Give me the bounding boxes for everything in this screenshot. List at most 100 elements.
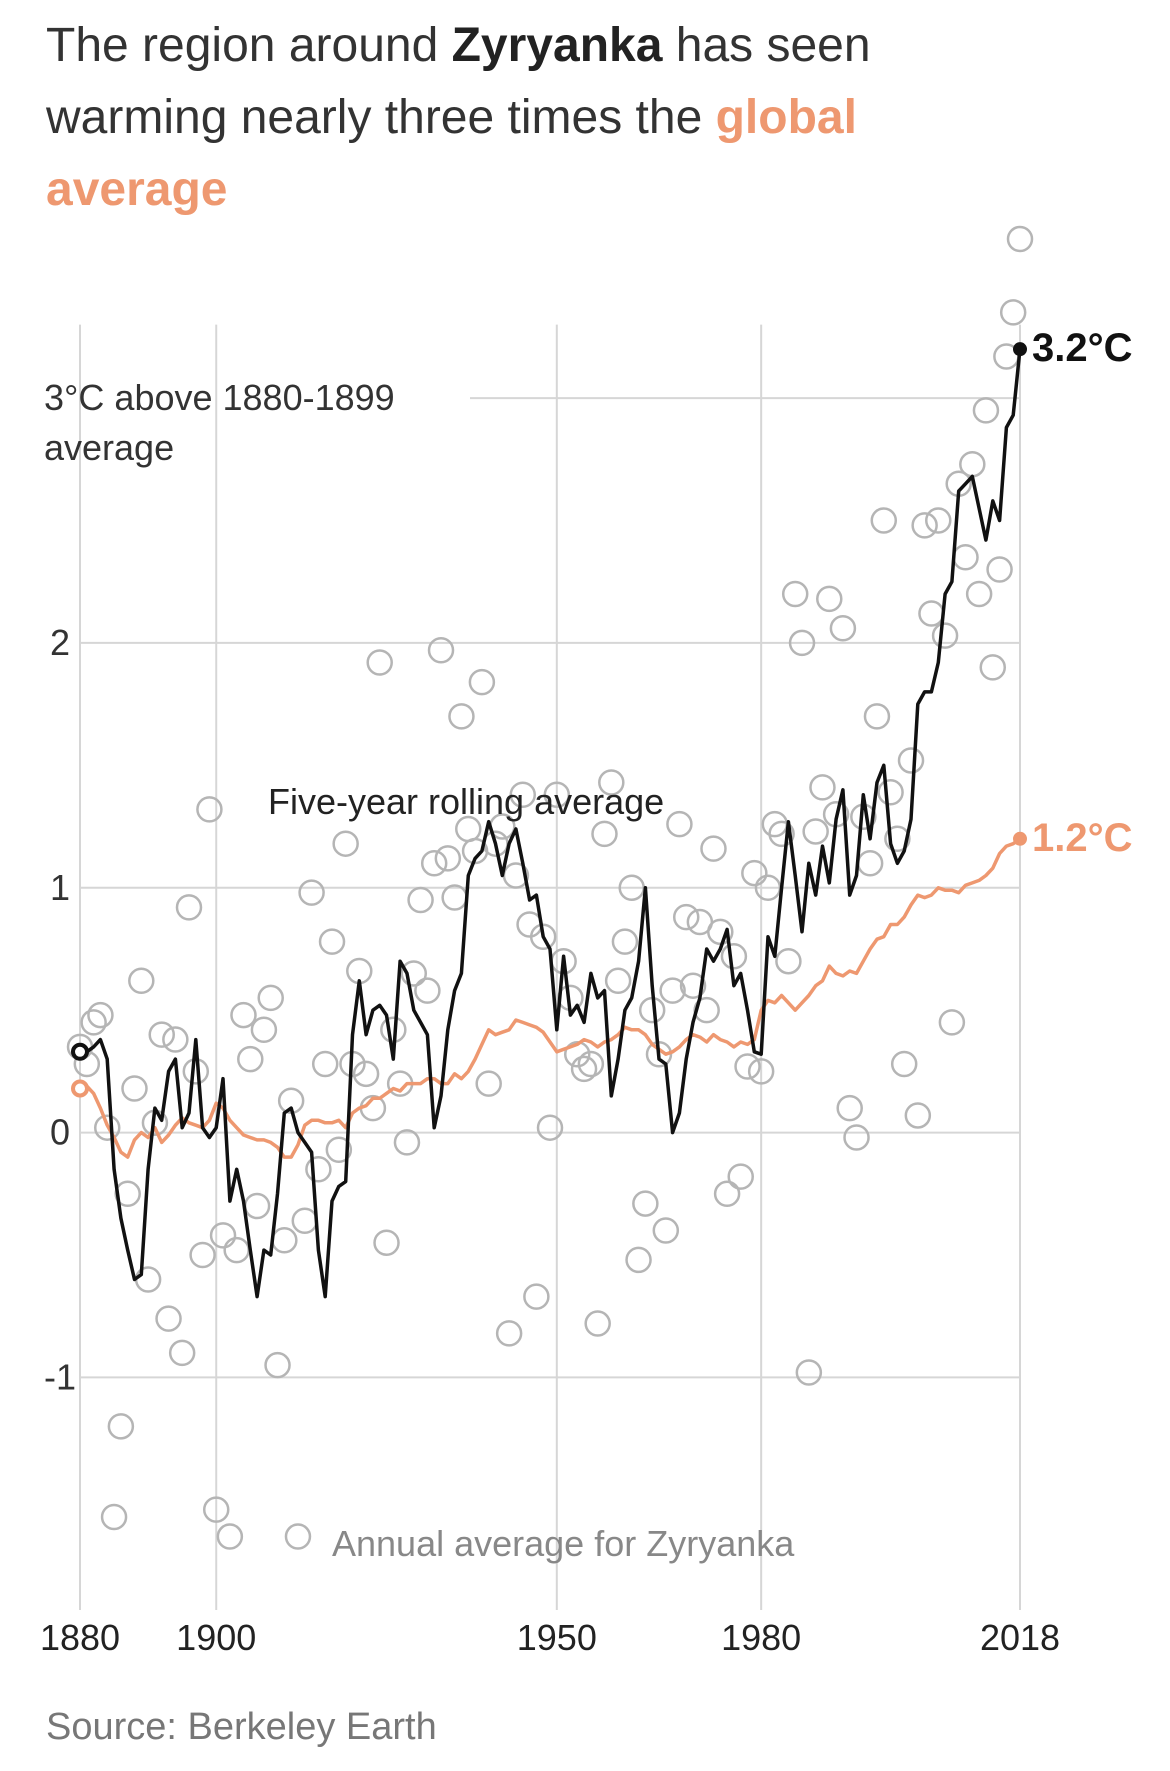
title-bold-place: Zyryanka <box>451 19 663 72</box>
rolling-average-line <box>80 348 1022 1299</box>
annual-point <box>298 879 325 906</box>
y-tick-label-line2: average <box>44 427 174 468</box>
annual-point <box>366 649 393 676</box>
annual-point <box>168 1339 196 1367</box>
annual-point <box>713 1180 741 1208</box>
annual-point <box>666 810 693 838</box>
annual-point <box>291 1207 319 1234</box>
annual-point <box>843 1124 870 1151</box>
annual-point <box>257 984 284 1012</box>
title-highlight: global average <box>46 91 857 216</box>
y-tick-label: 3°C above 1880-1899 <box>44 377 395 418</box>
annual-point <box>543 781 571 808</box>
annual-point <box>584 1310 611 1337</box>
annual-point <box>509 781 537 808</box>
annual-point <box>107 1413 135 1440</box>
annotation-annual-average: Annual average for Zyryanka <box>332 1523 795 1564</box>
annual-point <box>659 977 686 1004</box>
annual-point <box>604 967 632 995</box>
annual-point <box>570 1055 598 1083</box>
annual-point <box>979 654 1007 681</box>
annual-point <box>237 1045 264 1073</box>
annual-point <box>536 1114 564 1141</box>
annual-point <box>829 614 857 642</box>
annual-point <box>768 820 795 848</box>
annual-point <box>877 779 904 806</box>
annual-point <box>148 1021 175 1048</box>
x-tick-label: 1880 <box>40 1617 120 1658</box>
series-lines <box>71 342 1027 1299</box>
annual-point <box>863 703 891 730</box>
chart-title: The region around Zyryanka has seen warm… <box>46 10 906 226</box>
annual-point <box>856 850 884 877</box>
annual-point <box>100 1503 128 1531</box>
global-start-marker <box>71 1079 89 1098</box>
annual-point <box>121 1075 148 1102</box>
annual-point <box>427 637 455 664</box>
local-end-marker <box>1013 342 1027 357</box>
annual-point <box>175 894 203 921</box>
annual-point <box>250 1016 278 1044</box>
annual-point <box>128 967 155 995</box>
annual-point <box>475 1070 502 1097</box>
annual-point <box>434 845 462 872</box>
annual-point <box>87 1001 114 1029</box>
annual-point <box>134 1266 162 1293</box>
x-tick-label: 2018 <box>980 1617 1060 1658</box>
annual-point <box>884 825 911 853</box>
title-part2: has seen warming nearly three times the <box>46 19 871 144</box>
annual-point <box>393 1129 421 1156</box>
y-tick-label: 0 <box>50 1112 70 1153</box>
annual-point <box>332 830 359 857</box>
annual-point <box>938 1009 966 1036</box>
annual-point <box>890 1050 918 1078</box>
annual-point <box>400 960 428 987</box>
annual-point <box>727 1163 754 1190</box>
end-label-local: 3.2°C <box>1032 326 1133 370</box>
annual-point <box>931 622 959 649</box>
annual-point <box>795 1359 823 1386</box>
annual-point <box>80 1009 107 1036</box>
annual-point <box>155 1305 182 1332</box>
annual-point <box>114 1180 141 1208</box>
y-tick-label: -1 <box>44 1356 76 1397</box>
annual-point <box>448 703 475 730</box>
annual-point <box>897 747 925 774</box>
global-average-line <box>79 837 1022 1159</box>
annual-point <box>672 903 700 931</box>
annual-point <box>652 1217 680 1244</box>
annual-point <box>741 859 768 887</box>
annual-point <box>352 1060 380 1088</box>
annual-point <box>836 1094 863 1122</box>
annual-point <box>420 850 448 877</box>
annual-point <box>243 1192 271 1220</box>
annual-point <box>788 629 816 657</box>
annual-point <box>516 911 543 938</box>
annual-point <box>870 507 898 534</box>
annual-point <box>959 450 986 478</box>
annual-point <box>632 1190 659 1217</box>
chart-svg: 3°C above 1880-1899 average 2 1 0 -1 1880 1900 1… <box>40 225 1133 1658</box>
annual-point <box>700 835 727 862</box>
annual-point <box>209 1222 237 1249</box>
annual-point <box>775 947 802 975</box>
annual-point <box>816 585 843 613</box>
chart-labels: 3°C above 1880-1899 average 2 1 0 -1 1880 1900 1… <box>40 326 1133 1658</box>
end-label-global: 1.2°C <box>1032 816 1133 860</box>
annual-point <box>182 1058 210 1085</box>
annual-point <box>373 1229 400 1257</box>
annual-point <box>965 580 993 608</box>
annual-point <box>720 943 748 970</box>
annual-point <box>904 1102 932 1129</box>
annual-point <box>407 886 434 914</box>
annual-point <box>162 1026 189 1053</box>
local-start-marker <box>71 1042 89 1061</box>
annual-point <box>223 1236 250 1264</box>
annual-point <box>925 507 952 534</box>
annual-point <box>747 1058 775 1085</box>
annual-point <box>93 1114 121 1141</box>
annual-point <box>781 580 809 608</box>
annual-point <box>284 1523 312 1550</box>
x-tick-label: 1980 <box>721 1617 801 1658</box>
annual-point <box>189 1241 216 1269</box>
